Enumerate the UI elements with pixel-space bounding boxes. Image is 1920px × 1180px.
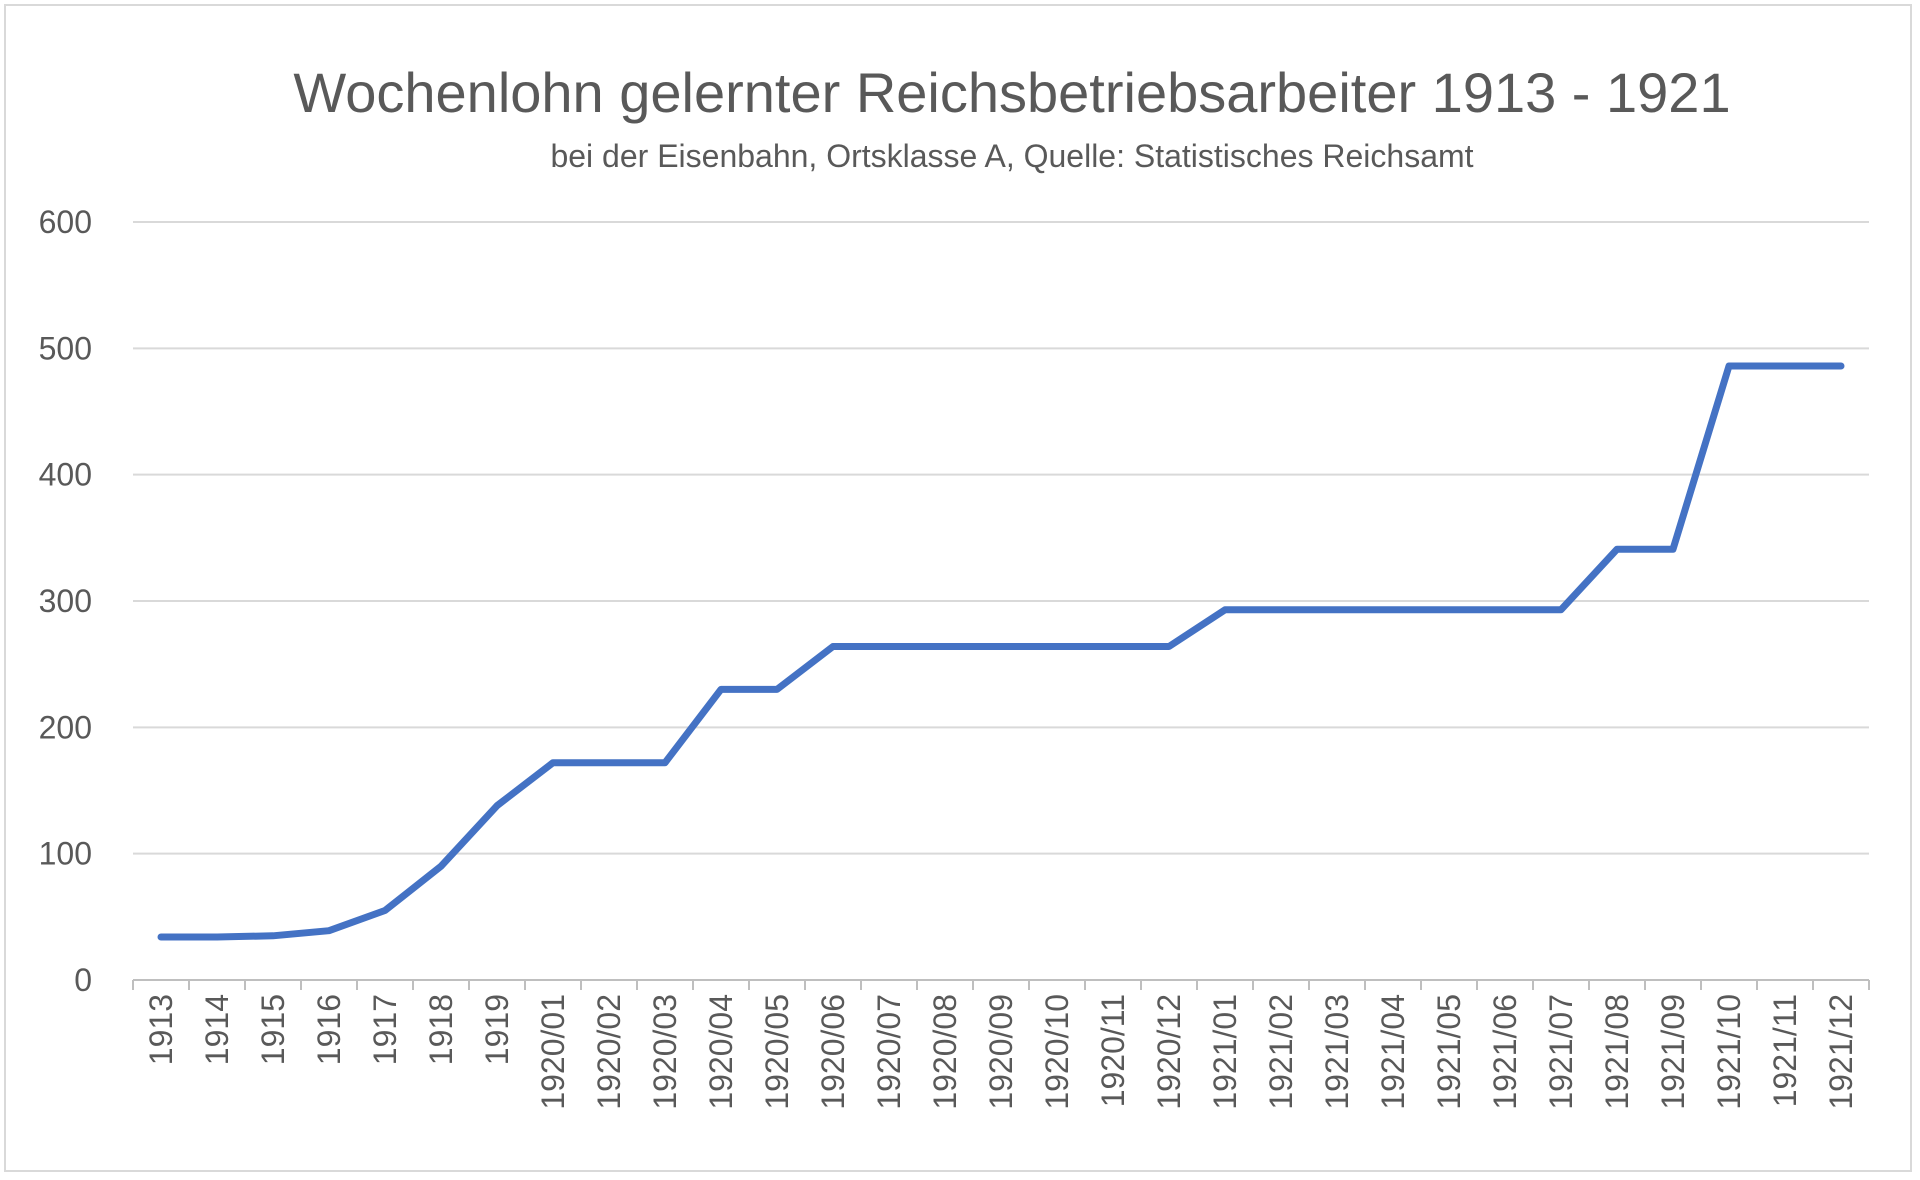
chart-title: Wochenlohn gelernter Reichsbetriebsarbei… [293,61,1730,124]
data-point [1110,643,1117,650]
data-point [1334,606,1341,613]
x-tick-label: 1921/12 [1823,994,1859,1110]
y-tick-label: 300 [39,583,92,619]
x-tick-label: 1920/09 [983,994,1019,1110]
data-point [1502,606,1509,613]
data-point [1670,546,1677,553]
data-point [158,934,165,941]
y-tick-label: 400 [39,457,92,493]
data-point [1726,363,1733,370]
x-tick-label: 1915 [255,994,291,1065]
x-tick-label: 1918 [423,994,459,1065]
x-tick-label: 1920/06 [815,994,851,1110]
data-point [886,643,893,650]
x-tick-label: 1919 [479,994,515,1065]
x-tick-label: 1920/12 [1151,994,1187,1110]
data-point [1558,606,1565,613]
x-tick-label: 1920/05 [759,994,795,1110]
x-tick-label: 1921/08 [1599,994,1635,1110]
y-tick-label: 100 [39,836,92,872]
x-tick-label: 1913 [143,994,179,1065]
data-point [774,686,781,693]
x-tick-label: 1920/07 [871,994,907,1110]
series-line [157,362,1845,941]
x-tick-label: 1921/10 [1711,994,1747,1110]
data-point [1782,363,1789,370]
data-point [1166,643,1173,650]
data-point [1838,363,1845,370]
x-tick-label: 1921/07 [1543,994,1579,1110]
data-point [606,759,613,766]
data-point [830,643,837,650]
data-point [550,759,557,766]
x-tick-label: 1921/05 [1431,994,1467,1110]
y-axis: 0 100 200 300 400 500 600 [39,204,92,998]
x-tick-label: 1916 [311,994,347,1065]
data-point [1222,606,1229,613]
x-tick-label: 1917 [367,994,403,1065]
x-tick-label: 1921/03 [1319,994,1355,1110]
x-tick-label: 1920/02 [591,994,627,1110]
data-point [1446,606,1453,613]
plot-area [157,362,1845,941]
x-tick-label: 1921/09 [1655,994,1691,1110]
x-tick-label: 1920/08 [927,994,963,1110]
data-point [662,759,669,766]
x-tick-label: 1921/04 [1375,994,1411,1110]
x-tick-label: 1921/02 [1263,994,1299,1110]
chart-subtitle: bei der Eisenbahn, Ortsklasse A, Quelle:… [550,138,1473,174]
data-point [214,934,221,941]
data-point [270,932,277,939]
y-tick-label: 500 [39,330,92,366]
data-point [1614,546,1621,553]
x-tick-label: 1920/04 [703,994,739,1110]
x-tick-label: 1914 [199,994,235,1065]
y-tick-label: 600 [39,204,92,240]
data-point [382,907,389,914]
data-point [1054,643,1061,650]
x-axis: 1913 1914 1915 1916 1917 1918 1919 1920/01 1920/… [132,979,1870,1110]
x-tick-label: 1921/01 [1207,994,1243,1110]
data-point [1390,606,1397,613]
data-point [438,863,445,870]
data-point [942,643,949,650]
data-point [494,802,501,809]
y-tick-label: 0 [74,962,92,998]
gridlines [133,221,1869,855]
y-tick-label: 200 [39,709,92,745]
x-tick-label: 1921/11 [1767,994,1803,1107]
data-point [1278,606,1285,613]
x-tick-label: 1920/03 [647,994,683,1110]
chart-frame [4,4,1912,1172]
x-tick-label: 1920/10 [1039,994,1075,1110]
data-point [718,686,725,693]
x-tick-label: 1921/06 [1487,994,1523,1110]
x-tick-label: 1920/11 [1095,994,1131,1107]
data-point [998,643,1005,650]
data-point [326,927,333,934]
x-tick-label: 1920/01 [535,994,571,1110]
